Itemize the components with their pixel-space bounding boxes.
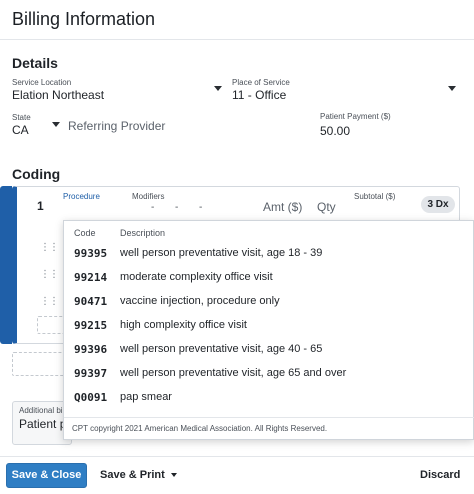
dx-count-badge[interactable]: 3 Dx bbox=[421, 196, 455, 213]
coding-section-title: Coding bbox=[12, 166, 61, 182]
coding-row-number: 1 bbox=[37, 199, 44, 213]
dropdown-footer: CPT copyright 2021 American Medical Asso… bbox=[64, 417, 474, 433]
details-section-title: Details bbox=[12, 55, 58, 71]
drag-handle-icon[interactable]: ⋮⋮ bbox=[40, 296, 59, 307]
state-select[interactable]: State CA bbox=[12, 113, 57, 137]
service-location-select[interactable]: Service Location Elation Northeast bbox=[12, 78, 217, 102]
procedure-label[interactable]: Procedure bbox=[63, 192, 100, 201]
service-location-label: Service Location bbox=[12, 78, 72, 87]
subtotal-label: Subtotal ($) bbox=[354, 192, 396, 201]
option-code: 99397 bbox=[74, 367, 108, 380]
additional-billing-label: Additional bi bbox=[19, 406, 63, 415]
modifiers-label: Modifiers bbox=[132, 192, 165, 201]
save-print-button[interactable]: Save & Print bbox=[100, 463, 177, 488]
page-title: Billing Information bbox=[12, 9, 156, 29]
dropdown-option[interactable]: 90471 vaccine injection, procedure only bbox=[64, 290, 474, 314]
state-caret-icon[interactable] bbox=[52, 122, 60, 127]
service-location-value: Elation Northeast bbox=[12, 88, 105, 102]
dropdown-description-header: Description bbox=[120, 228, 166, 238]
additional-billing-value: Patient p bbox=[19, 417, 67, 431]
amount-input[interactable]: Amt ($) bbox=[263, 200, 303, 214]
modifier-field-3[interactable]: - bbox=[199, 202, 203, 213]
patient-payment-value: 50.00 bbox=[320, 124, 351, 138]
quantity-input[interactable]: Qty bbox=[317, 200, 336, 214]
billing-header: Billing Information bbox=[0, 0, 474, 40]
place-of-service-value: 11 - Office bbox=[232, 88, 287, 102]
drag-grip-icon[interactable]: ⋮⋮ bbox=[14, 262, 33, 273]
modifier-field-1[interactable]: - bbox=[151, 202, 155, 213]
patient-payment-field[interactable]: Patient Payment ($) 50.00 bbox=[320, 112, 440, 138]
option-description: vaccine injection, procedure only bbox=[120, 295, 280, 307]
place-of-service-caret-icon[interactable] bbox=[448, 86, 456, 91]
option-code: 99395 bbox=[74, 247, 108, 260]
state-label: State bbox=[12, 113, 31, 122]
option-code: 90471 bbox=[74, 295, 108, 308]
drag-handle-icon[interactable]: ⋮⋮ bbox=[40, 242, 59, 253]
option-code: 99396 bbox=[74, 343, 108, 356]
coding-card-grip[interactable] bbox=[0, 186, 12, 344]
option-description: well person preventative visit, age 40 -… bbox=[120, 343, 323, 355]
service-location-caret-icon[interactable] bbox=[214, 86, 222, 91]
dropdown-option[interactable]: 99395 well person preventative visit, ag… bbox=[64, 242, 474, 266]
save-close-button[interactable]: Save & Close bbox=[6, 463, 87, 488]
option-code: 99214 bbox=[74, 271, 108, 284]
procedure-code-dropdown: Code Description 99395 well person preve… bbox=[63, 220, 474, 440]
dropdown-option[interactable]: 99396 well person preventative visit, ag… bbox=[64, 338, 474, 362]
cpt-copyright: CPT copyright 2021 American Medical Asso… bbox=[72, 424, 328, 433]
option-description: high complexity office visit bbox=[120, 319, 247, 331]
patient-payment-label: Patient Payment ($) bbox=[320, 112, 391, 121]
add-row-slot[interactable] bbox=[12, 352, 67, 376]
place-of-service-label: Place of Service bbox=[232, 78, 290, 87]
option-description: well person preventative visit, age 65 a… bbox=[120, 367, 347, 379]
state-value: CA bbox=[12, 123, 29, 137]
dropdown-option[interactable]: Q0091 pap smear bbox=[64, 386, 474, 410]
chevron-down-icon bbox=[170, 473, 177, 478]
referring-provider-input[interactable]: Referring Provider bbox=[68, 119, 166, 133]
option-description: moderate complexity office visit bbox=[120, 271, 273, 283]
dropdown-code-header: Code bbox=[74, 228, 96, 238]
save-print-label: Save & Print bbox=[100, 469, 165, 481]
additional-billing-field[interactable]: Additional bi Patient p bbox=[12, 401, 72, 445]
option-code: Q0091 bbox=[74, 391, 108, 404]
discard-button[interactable]: Discard bbox=[420, 463, 460, 488]
option-description: pap smear bbox=[120, 391, 172, 403]
dropdown-option[interactable]: 99397 well person preventative visit, ag… bbox=[64, 362, 474, 386]
dropdown-option[interactable]: 99215 high complexity office visit bbox=[64, 314, 474, 338]
option-code: 99215 bbox=[74, 319, 108, 332]
option-description: well person preventative visit, age 18 -… bbox=[120, 247, 323, 259]
dropdown-option[interactable]: 99214 moderate complexity office visit bbox=[64, 266, 474, 290]
drag-handle-icon[interactable]: ⋮⋮ bbox=[40, 269, 59, 280]
place-of-service-select[interactable]: Place of Service 11 - Office bbox=[232, 78, 457, 102]
modifier-field-2[interactable]: - bbox=[175, 202, 179, 213]
